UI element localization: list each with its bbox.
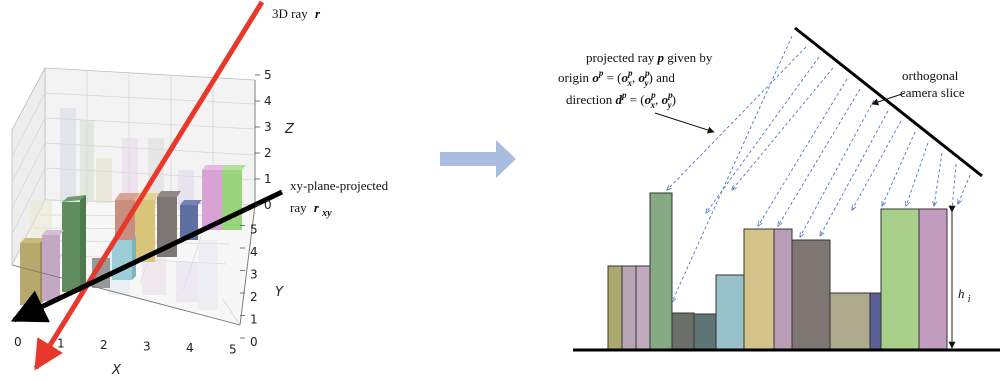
y-tick-label: 4 bbox=[250, 245, 258, 259]
y-tick-label: 5 bbox=[250, 223, 258, 237]
projected-ray-dashed bbox=[882, 131, 916, 206]
solid-bars bbox=[20, 165, 246, 305]
profile-bars bbox=[607, 192, 948, 351]
projected-ray-dashed bbox=[758, 78, 848, 226]
profile-bar bbox=[715, 274, 745, 351]
transition-arrow-icon bbox=[440, 140, 516, 178]
profile-bar bbox=[649, 192, 673, 351]
profile-bar bbox=[671, 312, 695, 351]
y-tick-label: 0 bbox=[250, 335, 258, 349]
x-tick-label: 3 bbox=[143, 340, 151, 354]
xy-ray-symbol: r bbox=[314, 200, 320, 215]
projected-ray-dashed bbox=[934, 152, 943, 206]
profile-bar bbox=[918, 208, 948, 351]
3d-ray-r bbox=[33, 0, 265, 371]
y-tick-label: 3 bbox=[250, 268, 258, 282]
bar-3d bbox=[20, 238, 45, 305]
projected-ray-dashed bbox=[800, 99, 875, 237]
height-subscript: i bbox=[968, 294, 971, 305]
proj-ray-text-line1: projected ray p given by bbox=[586, 50, 713, 65]
z-tick-label: 3 bbox=[264, 120, 272, 134]
z-tick-label: 0 bbox=[264, 198, 272, 212]
x-axis-ticks: 0 1 2 3 4 5 bbox=[14, 335, 237, 357]
proj-ray-text-b: given by bbox=[667, 50, 713, 65]
profile-bar bbox=[791, 239, 831, 351]
3d-ray-label: 3D ray r bbox=[272, 6, 321, 21]
z-tick-label: 4 bbox=[264, 94, 272, 108]
3d-ray-symbol: r bbox=[315, 6, 321, 21]
projected-ray-dashed bbox=[906, 142, 929, 206]
profile-bar bbox=[829, 292, 871, 351]
x-tick-label: 0 bbox=[14, 335, 22, 349]
camera-slice-line bbox=[794, 26, 983, 178]
profile-bar bbox=[869, 292, 882, 351]
profile-bar bbox=[621, 265, 637, 351]
x-tick-label: 1 bbox=[57, 337, 65, 351]
z-tick-label: 1 bbox=[264, 172, 272, 186]
projected-rays bbox=[667, 35, 971, 302]
x-tick-label: 5 bbox=[229, 343, 237, 357]
proj-ray-text-line2: origin op = (op x, op y) and bbox=[558, 68, 675, 88]
projected-ray-dashed bbox=[778, 88, 861, 226]
xy-ray-label-line1: xy-plane-projected bbox=[290, 178, 389, 193]
height-label: h i bbox=[958, 286, 971, 305]
profile-bar bbox=[773, 228, 793, 351]
xy-projected-ray bbox=[10, 189, 284, 323]
y-tick-label: 1 bbox=[250, 313, 258, 327]
z-axis-ticks: 0 1 2 3 4 5 bbox=[255, 68, 272, 212]
projected-ray-dashed bbox=[667, 46, 807, 190]
proj-ray-text-a: projected ray bbox=[586, 50, 657, 65]
3d-ray-label-text: 3D ray bbox=[272, 6, 308, 21]
camera-label-line1: orthogonal bbox=[902, 68, 959, 83]
projected-ray-dashed bbox=[732, 67, 834, 190]
projected-ray-dashed bbox=[672, 35, 793, 302]
y-tick-label: 2 bbox=[250, 290, 258, 304]
proj-ray-pointer bbox=[654, 112, 715, 134]
left-3d-plot: 0 1 2 3 4 5 0 1 2 3 4 5 0 1 2 3 4 5 X Y Z 3D ray r xy-p… bbox=[10, 0, 389, 378]
z-tick-label: 5 bbox=[264, 68, 272, 82]
y-axis-name: Y bbox=[275, 285, 284, 300]
profile-bar bbox=[607, 265, 623, 351]
z-tick-label: 2 bbox=[264, 146, 272, 160]
xy-ray-label-line2: ray r xy bbox=[290, 200, 332, 219]
bar-3d bbox=[180, 200, 202, 240]
x-axis-name: X bbox=[111, 363, 122, 378]
profile-bar bbox=[880, 208, 920, 351]
profile-bar bbox=[743, 228, 775, 351]
xy-ray-subscript: xy bbox=[321, 208, 332, 219]
camera-label-line2: camera slice bbox=[900, 85, 965, 100]
height-symbol: h bbox=[958, 286, 965, 301]
right-projection-plot: h i projected ray p given by origin op =… bbox=[558, 26, 1000, 352]
xy-ray-label-text: ray bbox=[290, 200, 307, 215]
camera-pointer bbox=[871, 92, 906, 106]
profile-bar bbox=[635, 265, 651, 351]
bar-3d bbox=[42, 230, 64, 301]
profile-bar bbox=[693, 313, 717, 351]
projected-ray-dashed bbox=[820, 110, 889, 236]
x-tick-label: 2 bbox=[100, 338, 108, 352]
y-axis-ticks: 0 1 2 3 4 5 bbox=[240, 223, 258, 349]
projected-ray-dashed bbox=[958, 174, 971, 204]
proj-ray-text-line3: direction dp = (op x, op y) bbox=[566, 90, 676, 110]
projected-ray-dashed bbox=[952, 163, 957, 210]
bar-3d bbox=[202, 165, 226, 230]
z-axis-name: Z bbox=[284, 122, 295, 137]
projected-ray-dashed bbox=[852, 120, 902, 210]
projected-ray-dashed bbox=[706, 56, 820, 213]
proj-ray-symbol: p bbox=[656, 50, 664, 65]
bar-3d bbox=[62, 195, 86, 292]
x-tick-label: 4 bbox=[186, 341, 194, 355]
